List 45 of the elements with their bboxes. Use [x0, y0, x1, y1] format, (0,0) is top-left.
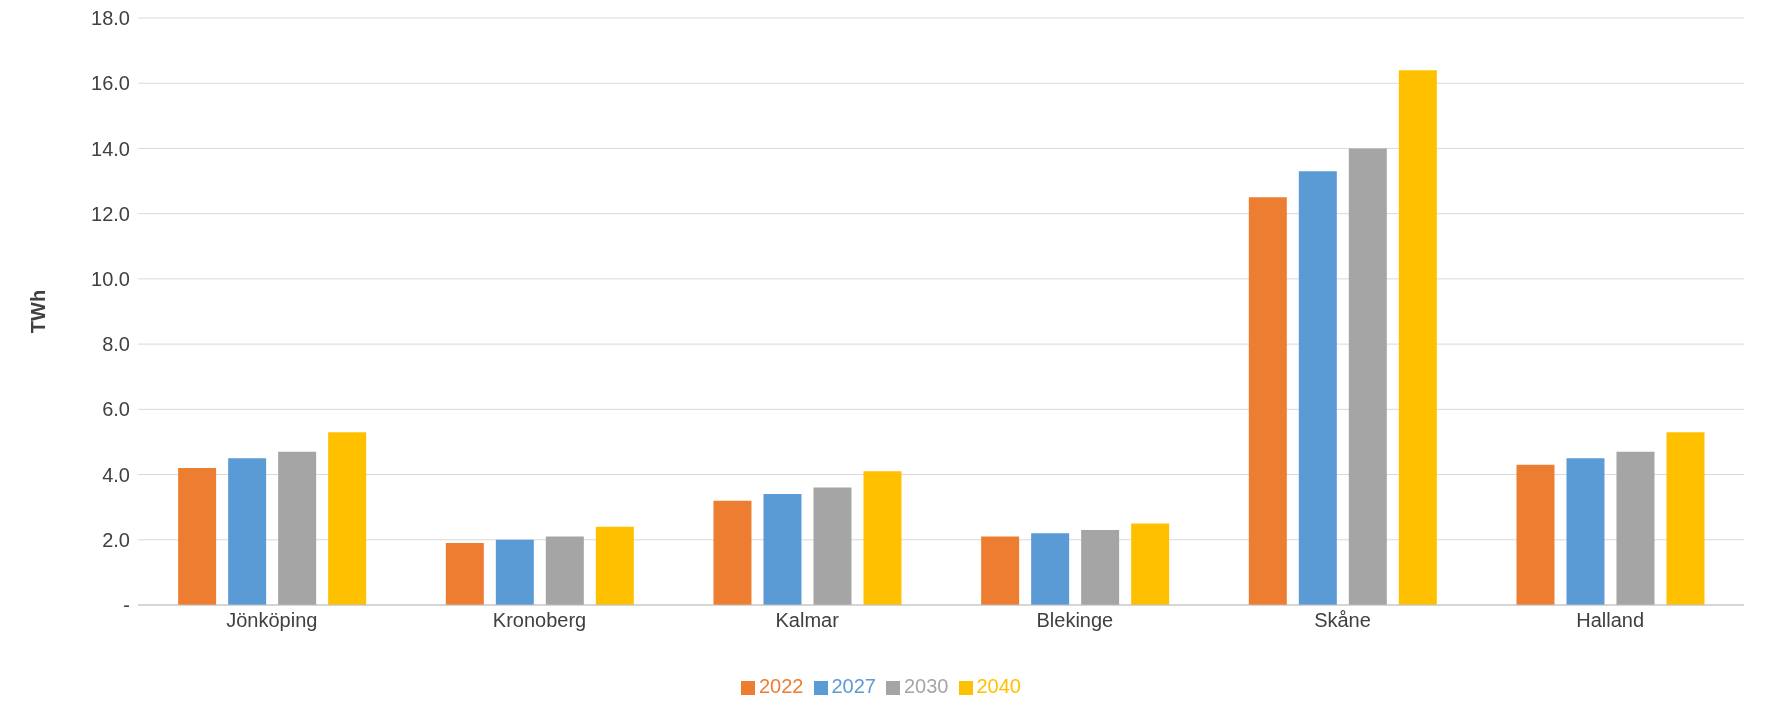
legend-label: 2040 [976, 675, 1021, 697]
x-tick-label: Skåne [1314, 609, 1371, 632]
bar [595, 526, 634, 605]
bar [445, 543, 484, 605]
y-tick-label: 12.0 [91, 202, 130, 225]
bar [813, 487, 852, 605]
y-tick-label: 8.0 [102, 333, 130, 356]
y-tick-label: 16.0 [91, 72, 130, 95]
y-tick-label: - [123, 594, 130, 617]
y-tick-label: 10.0 [91, 267, 130, 290]
bar [1516, 464, 1555, 605]
bar [545, 536, 584, 605]
bar [1398, 70, 1437, 605]
y-tick-label: 6.0 [102, 398, 130, 421]
legend-label: 2027 [831, 675, 876, 697]
x-tick-label: Jönköping [226, 609, 318, 632]
bar [1348, 148, 1387, 605]
bar [713, 500, 752, 605]
bar [1131, 523, 1170, 605]
bar [1666, 432, 1705, 605]
x-tick-label: Halland [1576, 609, 1645, 632]
legend-label: 2030 [904, 675, 949, 697]
x-tick-label: Kronoberg [492, 609, 587, 632]
bar [1616, 451, 1655, 605]
bar [1081, 529, 1120, 605]
bar [1031, 533, 1070, 605]
legend-label: 2022 [759, 675, 804, 697]
bar [763, 494, 802, 605]
bar [178, 468, 217, 605]
bar [495, 539, 534, 605]
y-tick-label: 18.0 [91, 7, 130, 30]
y-tick-label: 2.0 [102, 528, 130, 551]
y-tick-label: 14.0 [91, 137, 130, 160]
bar [328, 432, 367, 605]
bar [1248, 197, 1287, 605]
bar [278, 451, 317, 605]
bar [981, 536, 1020, 605]
bar [1298, 171, 1337, 605]
bar [1566, 458, 1605, 605]
x-tick-label: Kalmar [775, 609, 840, 632]
bar [228, 458, 267, 605]
x-tick-label: Blekinge [1036, 609, 1114, 632]
y-axis-title: TWh [27, 289, 50, 334]
y-tick-label: 4.0 [102, 463, 130, 486]
bar [863, 471, 902, 605]
